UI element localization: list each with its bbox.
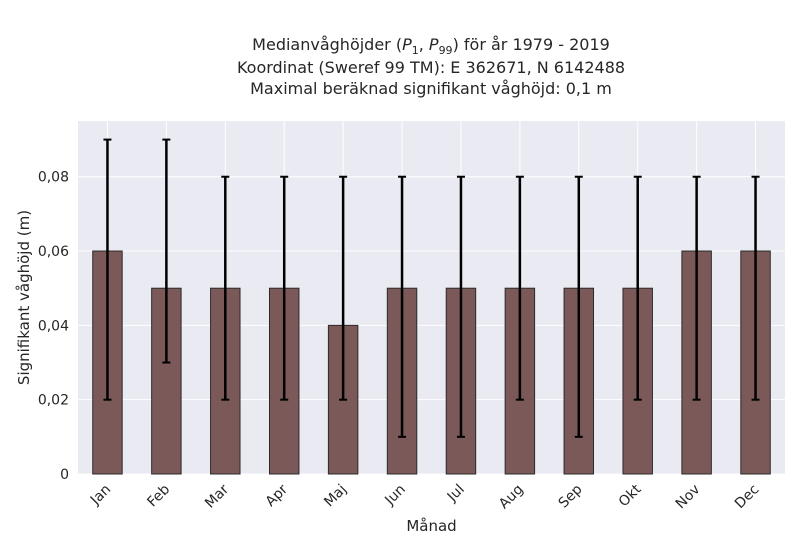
y-tick-label: 0,02 bbox=[38, 393, 69, 409]
x-tick-label: Mar bbox=[202, 481, 232, 511]
plot-background bbox=[78, 121, 785, 474]
x-axis-label: Månad bbox=[406, 517, 456, 535]
x-tick-label: Jan bbox=[87, 482, 114, 509]
y-tick-label: 0 bbox=[60, 467, 69, 483]
x-tick-label: Okt bbox=[616, 481, 645, 510]
y-tick-label: 0,08 bbox=[38, 170, 69, 186]
x-tick-label: Jun bbox=[381, 482, 408, 509]
x-tick-label: Apr bbox=[263, 481, 292, 510]
chart-title-line-2: Koordinat (Sweref 99 TM): E 362671, N 61… bbox=[236, 58, 626, 77]
title-suffix: ) för år 1979 - 2019 bbox=[452, 35, 610, 54]
title-p2: P bbox=[428, 35, 439, 54]
x-tick-label: Maj bbox=[321, 482, 350, 511]
chart-title-line-3: Maximal beräknad signifikant våghöjd: 0,… bbox=[250, 79, 612, 98]
x-tick-labels: Jan Feb Mar Apr Maj Jun Jul Aug Sep Okt Nov Dec bbox=[87, 481, 762, 512]
x-tick-label: Sep bbox=[556, 481, 586, 511]
title-p2-sub: 99 bbox=[438, 44, 453, 58]
y-tick-label: 0,04 bbox=[38, 318, 69, 334]
title-prefix: Medianvåghöjder ( bbox=[252, 35, 403, 54]
y-tick-labels: 0 0,02 0,04 0,06 0,08 bbox=[38, 170, 69, 483]
error-bars bbox=[103, 138, 760, 438]
x-tick-label: Jul bbox=[444, 482, 468, 506]
x-tick-label: Aug bbox=[496, 482, 527, 513]
y-tick-label: 0,06 bbox=[38, 244, 69, 260]
chart-title-line-1: Medianvåghöjder (P1, P99) för år 1979 - … bbox=[0, 35, 800, 57]
title-sep: , bbox=[418, 35, 429, 54]
title-p1-sub: 1 bbox=[411, 44, 419, 58]
x-tick-label: Feb bbox=[144, 481, 173, 510]
x-tick-label: Nov bbox=[673, 482, 704, 513]
y-axis-label: Signifikant våghöjd (m) bbox=[15, 210, 33, 385]
x-tick-label: Dec bbox=[732, 482, 762, 512]
title-p1: P bbox=[402, 35, 412, 54]
